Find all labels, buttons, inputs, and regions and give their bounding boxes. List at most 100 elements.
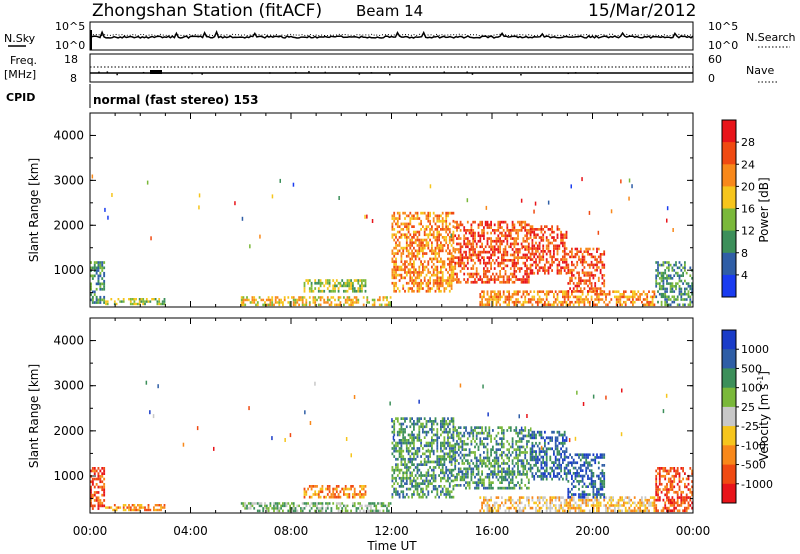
echo-cell	[563, 472, 566, 475]
echo-cell	[409, 222, 412, 226]
echo-cell	[508, 280, 510, 284]
echo-cell	[545, 475, 548, 478]
echo-cell	[425, 225, 428, 228]
echo-cell	[544, 230, 546, 234]
echo-cell	[680, 290, 683, 293]
echo-cell	[407, 268, 410, 272]
echo-cell	[576, 284, 579, 288]
echo-cell	[393, 422, 396, 426]
echo-cell	[666, 485, 668, 489]
echo-cell	[518, 509, 521, 513]
echo-cell	[497, 261, 500, 265]
echo-cell	[97, 282, 100, 286]
echo-cell	[393, 433, 396, 437]
echo-cell	[149, 508, 152, 512]
echo-cell	[158, 508, 161, 512]
echo-cell	[524, 473, 527, 476]
echo-cell	[553, 230, 555, 234]
echo-cell	[583, 303, 586, 307]
echo-cell	[533, 436, 536, 440]
echo-cell	[556, 244, 559, 248]
echo-cell	[490, 498, 492, 502]
echo-cell	[583, 266, 586, 269]
echo-cell	[443, 428, 446, 431]
echo-cell	[391, 468, 394, 472]
echo-cell	[597, 293, 600, 296]
echo-cell	[95, 282, 98, 286]
echo-cell	[676, 482, 679, 486]
echo-cell	[474, 464, 476, 468]
echo-cell	[529, 436, 532, 440]
echo-cell	[542, 455, 545, 459]
echo-cell	[475, 270, 478, 273]
echo-cell	[526, 280, 528, 284]
echo-cell	[513, 303, 516, 307]
echo-cell	[671, 300, 674, 304]
echo-cell	[603, 495, 606, 499]
echo-cell	[680, 269, 683, 272]
echo-cell	[448, 268, 451, 272]
echo-cell	[472, 481, 475, 484]
echo-cell	[441, 457, 444, 461]
echo-cell	[572, 290, 575, 293]
echo-cell	[486, 475, 489, 479]
echo-cell	[441, 219, 444, 223]
echo-cell	[337, 495, 340, 499]
echo-cell	[443, 463, 446, 466]
echo-cell	[499, 280, 501, 284]
echo-cell	[131, 298, 134, 301]
echo-cell	[544, 430, 546, 434]
echo-cell	[124, 504, 127, 507]
echo-cell	[481, 473, 483, 476]
echo-cell	[515, 509, 518, 513]
echo-cell	[459, 253, 462, 257]
echo-cell	[669, 298, 672, 301]
echo-cell	[391, 252, 394, 255]
echo-cell	[565, 258, 568, 261]
echo-cell	[393, 430, 396, 434]
echo-cell	[393, 238, 396, 242]
echo-cell	[551, 230, 553, 234]
echo-cell	[596, 287, 598, 290]
echo-cell	[490, 453, 492, 457]
echo-cell	[404, 471, 406, 475]
echo-cell	[413, 476, 415, 480]
echo-cell	[103, 477, 106, 481]
echo-cell	[547, 472, 550, 475]
echo-cell	[296, 301, 299, 304]
echo-cell	[420, 260, 422, 263]
echo-cell	[632, 300, 634, 304]
echo-cell	[479, 442, 482, 446]
echo-cell	[567, 290, 570, 293]
echo-cell	[515, 261, 518, 265]
echo-cell	[427, 260, 430, 263]
echo-cell	[475, 256, 478, 259]
echo-cell	[470, 426, 473, 429]
echo-cell	[289, 504, 291, 508]
echo-cell	[443, 260, 446, 263]
echo-cell	[361, 281, 363, 285]
echo-cell	[509, 429, 512, 432]
echo-cell	[535, 441, 537, 445]
echo-cell	[97, 274, 100, 278]
echo-cell	[93, 261, 96, 264]
echo-cell	[673, 300, 676, 304]
echo-cell	[450, 284, 453, 288]
echo-cell	[400, 276, 403, 280]
echo-cell	[409, 217, 412, 220]
echo-cell	[431, 420, 433, 423]
echo-cell	[321, 281, 324, 285]
echo-cell	[495, 248, 498, 251]
echo-cell	[538, 295, 541, 299]
echo-cell	[658, 477, 661, 481]
echo-cell	[411, 257, 413, 261]
echo-cell	[581, 290, 584, 293]
echo-cell	[466, 470, 469, 473]
echo-cell	[676, 509, 679, 513]
echo-cell	[411, 493, 413, 496]
echo-cell	[396, 441, 399, 445]
echo-cell	[601, 474, 604, 478]
echo-cell	[398, 236, 401, 239]
echo-cell	[689, 298, 692, 301]
echo-cell	[547, 300, 550, 304]
